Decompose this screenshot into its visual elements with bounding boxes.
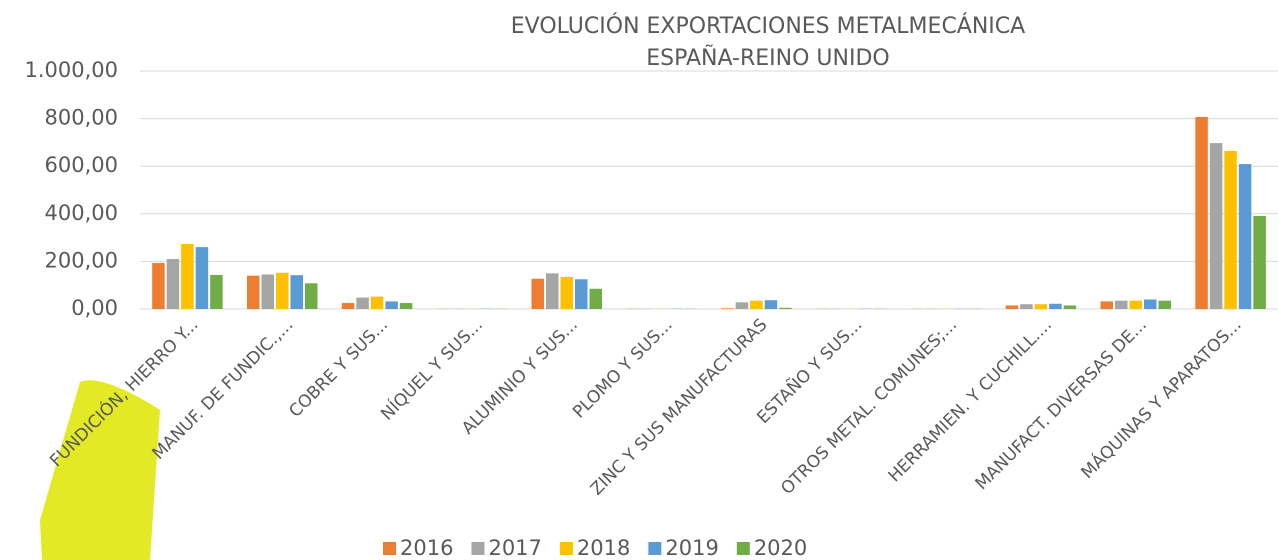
bar	[1253, 215, 1266, 309]
bar	[166, 259, 180, 309]
bar	[1034, 304, 1048, 309]
bar	[1063, 305, 1077, 309]
y-tick-label: 600,00	[45, 153, 118, 177]
legend-swatch	[471, 542, 485, 555]
bar	[152, 263, 165, 309]
y-tick-label: 400,00	[45, 201, 118, 225]
legend-label: 2018	[577, 536, 630, 560]
bar	[341, 303, 355, 309]
bar	[560, 276, 573, 309]
bar	[735, 302, 749, 309]
bar	[1115, 300, 1128, 309]
bar	[1238, 164, 1252, 309]
legend-label: 2017	[488, 536, 541, 560]
x-tick-label: PLOMO Y SUS...	[569, 315, 676, 422]
bar	[1005, 305, 1019, 309]
bar	[210, 274, 223, 309]
bar	[181, 244, 194, 309]
y-tick-label: 800,00	[45, 106, 118, 130]
bar	[589, 288, 602, 309]
bar	[1144, 299, 1157, 309]
bar	[195, 247, 209, 309]
bar	[546, 273, 559, 309]
bar	[399, 303, 413, 309]
bar	[1209, 143, 1223, 309]
legend-label: 2020	[754, 536, 807, 560]
bar	[1020, 304, 1033, 309]
y-tick-label: 1.000,00	[24, 58, 118, 82]
bar	[531, 278, 544, 309]
bar	[1158, 300, 1171, 309]
bar	[1195, 116, 1208, 310]
y-tick-label: 0,00	[71, 296, 118, 320]
bar	[1049, 303, 1062, 309]
x-tick-label: MÁQUINAS Y APARATOS...	[1076, 314, 1246, 484]
bar	[721, 308, 734, 309]
chart-title: EVOLUCIÓN EXPORTACIONES METALMECÁNICA	[511, 13, 1025, 39]
legend-swatch	[736, 542, 750, 555]
x-tick-label: NÍQUEL Y SUS...	[376, 314, 487, 425]
bar	[779, 307, 792, 309]
bar	[290, 275, 303, 309]
x-tick-label: OTROS METAL. COMUNES;...	[777, 315, 961, 499]
x-tick-label: COBRE Y SUS...	[285, 315, 392, 422]
bar	[1224, 150, 1237, 309]
x-tick-label: ZINC Y SUS MANUFACTURAS	[587, 315, 772, 500]
bar	[305, 283, 318, 309]
bar	[575, 279, 588, 309]
bar	[385, 301, 398, 309]
bar	[1129, 300, 1142, 309]
bar	[261, 274, 274, 309]
highlighter-mark	[40, 380, 160, 560]
bar	[1100, 301, 1113, 309]
bar	[276, 272, 289, 309]
legend-swatch	[648, 542, 662, 555]
legend-swatch	[383, 542, 396, 555]
x-tick-label: MANUFACT. DIVERSAS DE...	[972, 315, 1151, 494]
bar	[764, 300, 778, 309]
bar	[356, 297, 369, 309]
bar	[247, 275, 260, 309]
bar	[750, 300, 763, 309]
legend-label: 2019	[665, 536, 718, 560]
legend-swatch	[559, 542, 573, 555]
y-tick-label: 200,00	[45, 248, 118, 272]
chart-title: ESPAÑA-REINO UNIDO	[646, 44, 889, 71]
bar	[370, 296, 384, 309]
x-tick-label: HERRAMIEN. Y CUCHILL....	[885, 315, 1056, 486]
legend-label: 2016	[400, 536, 453, 560]
